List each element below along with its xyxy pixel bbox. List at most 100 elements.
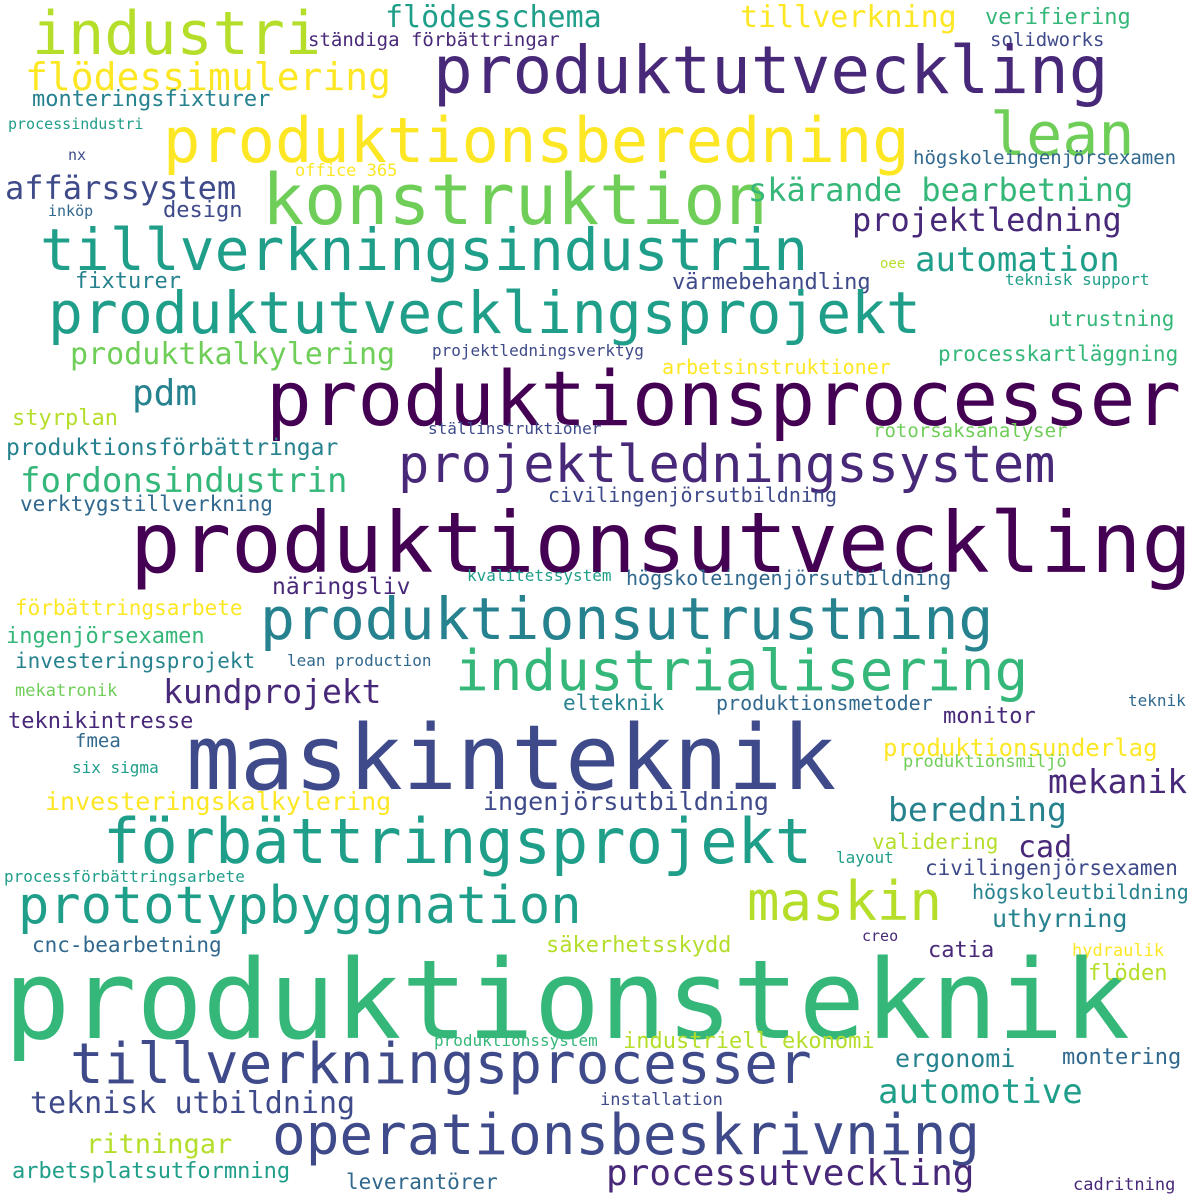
word-processutveckling: processutveckling <box>606 1153 975 1194</box>
word-oee: oee <box>880 256 906 272</box>
word-produktionsunderlag: produktionsunderlag <box>883 734 1158 762</box>
word-monteringsfixturer: monteringsfixturer <box>32 87 271 112</box>
word-ritningar: ritningar <box>86 1129 233 1160</box>
word-skarande-bearbetning: skärande bearbetning <box>748 171 1134 209</box>
word-investeringskalkylering: investeringskalkylering <box>45 787 392 816</box>
word-kvalitetssystem: kvalitetssystem <box>467 566 612 585</box>
word-processforbattringsarbete: processförbättringsarbete <box>4 867 245 886</box>
word-mekatronik: mekatronik <box>15 681 118 701</box>
word-teknik: teknik <box>1128 691 1186 710</box>
word-office-365: office 365 <box>295 161 398 181</box>
word-automotive: automotive <box>878 1072 1083 1112</box>
word-layout: layout <box>836 848 894 867</box>
word-forbattringsarbete: förbättringsarbete <box>15 596 243 620</box>
word-industri: industri <box>32 0 321 69</box>
word-styrplan: styrplan <box>12 406 118 431</box>
word-produktionsutveckling: produktionsutveckling <box>130 494 1193 592</box>
word-fmea: fmea <box>75 730 121 752</box>
word-inkop: inköp <box>48 202 94 220</box>
word-produktkalkylering: produktkalkylering <box>70 337 396 372</box>
word-beredning: beredning <box>888 790 1067 829</box>
word-automation: automation <box>915 240 1120 280</box>
word-floden: flöden <box>1088 961 1168 986</box>
word-installation: installation <box>600 1090 723 1110</box>
word-hydraulik: hydraulik <box>1072 941 1165 961</box>
word-catia: catia <box>928 938 995 963</box>
word-ingenjorsexamen: ingenjörsexamen <box>6 624 205 649</box>
word-konstruktion: konstruktion <box>262 159 768 241</box>
word-produktionsmiljo: produktionsmiljö <box>903 752 1067 772</box>
word-kundprojekt: kundprojekt <box>163 672 382 711</box>
word-six-sigma: six sigma <box>72 758 159 777</box>
word-fixturer: fixturer <box>75 269 181 294</box>
word-elteknik: elteknik <box>563 691 665 715</box>
word-civilingenjorsexamen: civilingenjörsexamen <box>925 856 1178 880</box>
word-produktionsprocesser: produktionsprocesser <box>266 354 1182 443</box>
word-montering: montering <box>1062 1045 1182 1070</box>
word-solidworks: solidworks <box>990 29 1105 51</box>
word-lean-production: lean production <box>287 651 432 670</box>
word-lean: lean <box>990 100 1135 170</box>
word-ingenjorsutbildning: ingenjörsutbildning <box>483 787 769 816</box>
word-civilingenjorsutbildning: civilingenjörsutbildning <box>548 483 837 507</box>
word-produktionssystem: produktionssystem <box>434 1031 598 1050</box>
word-industriell-ekonomi: industriell ekonomi <box>623 1029 875 1054</box>
word-affarssystem: affärssystem <box>5 169 237 207</box>
word-validering: validering <box>872 830 999 854</box>
word-maskinteknik: maskinteknik <box>186 706 837 811</box>
word-prototypbyggnation: prototypbyggnation <box>18 876 582 936</box>
word-processindustri: processindustri <box>8 115 144 133</box>
word-flodessimulering: flödessimulering <box>25 55 392 99</box>
word-hogskoleingenjorsutbildning: högskoleingenjörsutbildning <box>626 566 952 590</box>
word-projektledning: projektledning <box>852 201 1122 239</box>
word-projektledningsverktyg: projektledningsverktyg <box>432 341 644 360</box>
word-uthyrning: uthyrning <box>992 904 1128 933</box>
word-operationsbeskrivning: operationsbeskrivning <box>272 1103 981 1168</box>
word-teknisk-support: teknisk support <box>1005 270 1150 289</box>
word-investeringsprojekt: investeringsprojekt <box>15 649 256 673</box>
word-leverantorer: leverantörer <box>346 1170 498 1194</box>
word-design: design <box>163 198 243 223</box>
word-produktionsutrustning: produktionsutrustning <box>260 585 994 653</box>
word-tillverkningsindustrin: tillverkningsindustrin <box>40 216 809 284</box>
word-utrustning: utrustning <box>1048 307 1175 331</box>
word-stallinstruktioner: ställinstruktioner <box>428 419 602 438</box>
word-sakerhetsskydd: säkerhetsskydd <box>546 933 732 958</box>
word-produktionsforbattringar: produktionsförbättringar <box>6 435 339 461</box>
word-naringsliv: näringsliv <box>272 574 411 600</box>
word-produktionsteknik: produktionsteknik <box>4 936 1130 1064</box>
word-monitor: monitor <box>943 704 1036 729</box>
word-varmebehandling: värmebehandling <box>672 270 871 295</box>
word-verktygstillverkning: verktygstillverkning <box>20 492 273 516</box>
word-nx: nx <box>68 146 87 164</box>
word-tillverkning: tillverkning <box>740 0 957 35</box>
word-verifiering: verifiering <box>985 5 1131 30</box>
word-produktionsmetoder: produktionsmetoder <box>716 691 933 715</box>
word-tillverkningsprocesser: tillverkningsprocesser <box>70 1032 812 1097</box>
word-forbattringsprojekt: förbättringsprojekt <box>103 805 813 878</box>
word-standiga-forbattringar: ständiga förbättringar <box>308 29 560 51</box>
word-ergonomi: ergonomi <box>895 1044 1016 1073</box>
word-cadritning: cadritning <box>1073 1175 1176 1195</box>
word-arbetsplatsutformning: arbetsplatsutformning <box>12 1159 291 1184</box>
word-hogskoleutbildning: högskoleutbildning <box>972 880 1189 904</box>
word-cnc-bearbetning: cnc-bearbetning <box>32 933 222 957</box>
word-teknisk-utbildning: teknisk utbildning <box>30 1086 356 1121</box>
word-fordonsindustrin: fordonsindustrin <box>20 461 348 501</box>
word-teknikintresse: teknikintresse <box>8 709 194 734</box>
word-produktutvecklingsprojekt: produktutvecklingsprojekt <box>48 279 921 347</box>
word-flodesschema: flödesschema <box>385 0 602 35</box>
word-produktutveckling: produktutveckling <box>433 32 1109 109</box>
word-maskin: maskin <box>747 870 943 933</box>
word-produktionsberedning: produktionsberedning <box>163 104 910 177</box>
word-projektledningssystem: projektledningssystem <box>398 435 1056 495</box>
word-pdm: pdm <box>132 373 198 414</box>
word-rotorsaksanalyser: rotorsaksanalyser <box>873 420 1068 442</box>
word-hogskoleingenjorsexamen: högskoleingenjörsexamen <box>913 147 1177 169</box>
word-processkartlaggning: processkartläggning <box>938 342 1179 366</box>
word-cad: cad <box>1018 830 1073 865</box>
word-mekanik: mekanik <box>1048 762 1188 801</box>
word-creo: creo <box>862 927 899 945</box>
word-arbetsinstruktioner: arbetsinstruktioner <box>662 355 891 379</box>
